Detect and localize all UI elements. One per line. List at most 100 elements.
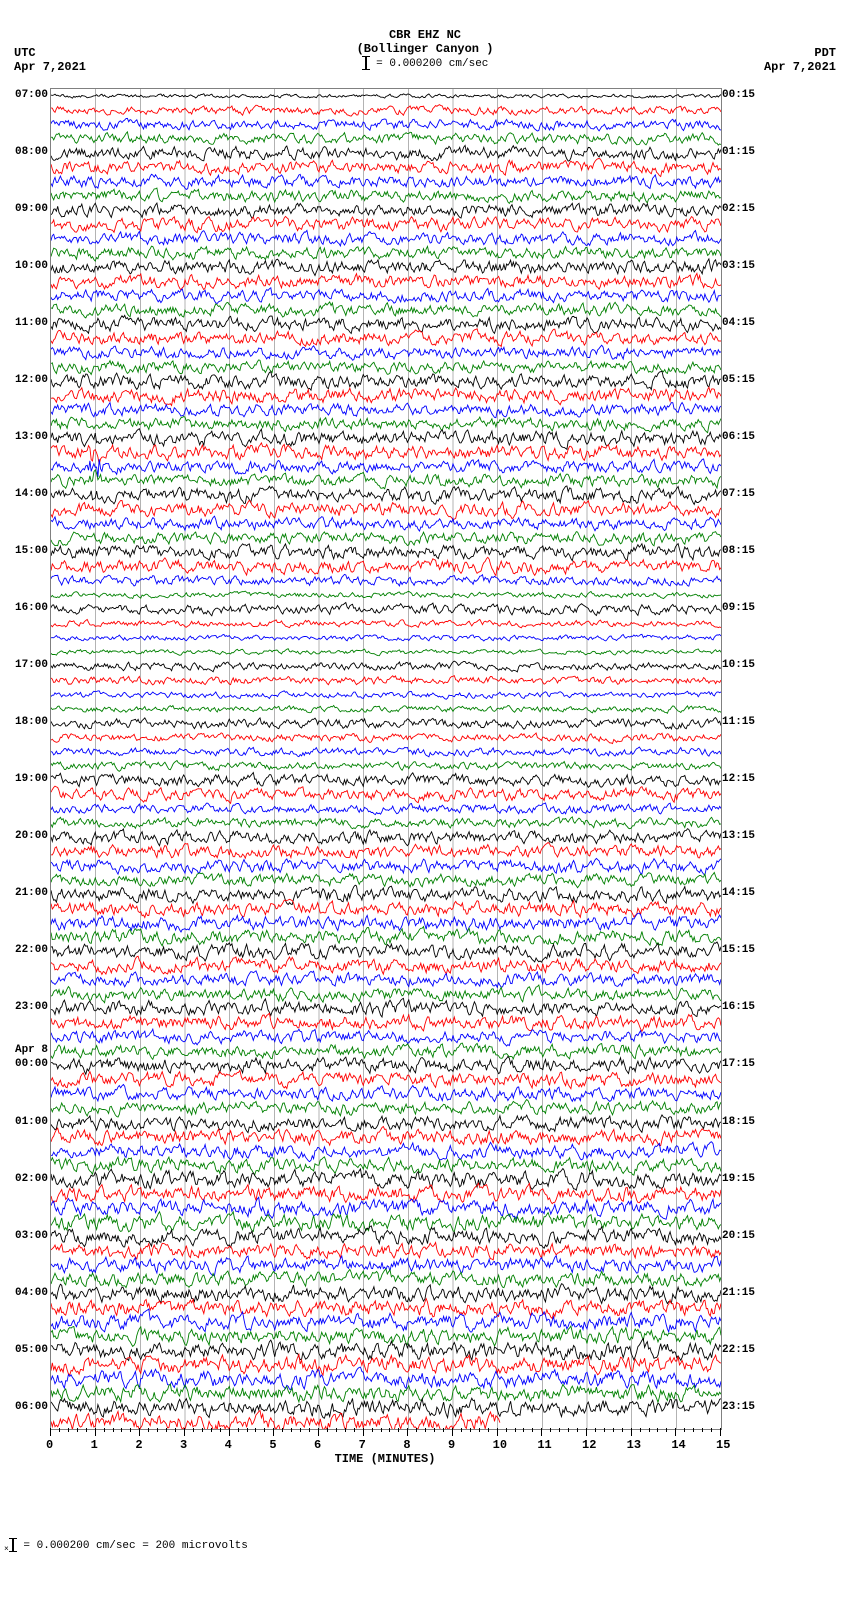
x-minor-tick <box>300 1428 301 1432</box>
x-tick-label: 1 <box>91 1438 98 1452</box>
seismic-trace <box>51 1284 721 1304</box>
seismic-trace <box>51 443 721 465</box>
seismic-trace <box>51 706 721 714</box>
x-minor-tick <box>175 1428 176 1432</box>
right-time-label: 18:15 <box>722 1116 755 1128</box>
left-time-label: 15:00 <box>15 545 48 557</box>
seismic-trace <box>51 817 721 829</box>
seismic-trace <box>51 105 721 116</box>
seismic-trace <box>51 544 721 561</box>
seismic-trace <box>51 216 721 232</box>
x-minor-tick <box>220 1428 221 1432</box>
seismic-trace <box>51 1212 721 1232</box>
seismic-trace <box>51 913 721 932</box>
x-minor-tick <box>104 1428 105 1432</box>
x-minor-tick <box>372 1428 373 1432</box>
x-major-tick <box>184 1428 185 1436</box>
helicorder-svg <box>51 89 721 1429</box>
right-time-label: 11:15 <box>722 716 755 728</box>
x-minor-tick <box>327 1428 328 1432</box>
x-major-tick <box>50 1428 51 1436</box>
seismic-trace <box>51 132 721 145</box>
footnote-scale-bar-icon <box>12 1538 14 1552</box>
seismic-trace <box>51 985 721 1003</box>
footnote-text-a: = 0.000200 cm/sec = <box>17 1540 149 1552</box>
x-minor-tick <box>622 1428 623 1432</box>
x-minor-tick <box>166 1428 167 1432</box>
left-time-label: 01:00 <box>15 1116 48 1128</box>
x-minor-tick <box>389 1428 390 1432</box>
x-major-tick <box>363 1428 364 1436</box>
right-time-label: 01:15 <box>722 146 755 158</box>
x-minor-tick <box>211 1428 212 1432</box>
seismic-trace <box>51 899 721 917</box>
seismic-trace <box>51 315 721 333</box>
x-tick-label: 15 <box>716 1438 730 1452</box>
seismic-trace <box>51 174 721 189</box>
x-minor-tick <box>532 1428 533 1432</box>
x-major-tick <box>95 1428 96 1436</box>
seismic-trace <box>51 259 721 276</box>
x-minor-tick <box>515 1428 516 1432</box>
right-time-label: 03:15 <box>722 260 755 272</box>
x-minor-tick <box>568 1428 569 1432</box>
x-minor-tick <box>434 1428 435 1432</box>
x-tick-label: 0 <box>46 1438 53 1452</box>
x-major-tick <box>229 1428 230 1436</box>
right-time-label: 15:15 <box>722 944 755 956</box>
footnote-text-b: 200 microvolts <box>149 1540 248 1552</box>
seismic-trace <box>51 329 721 347</box>
seismic-trace <box>51 1299 721 1319</box>
x-minor-tick <box>336 1428 337 1432</box>
right-time-label: 00:15 <box>722 89 755 101</box>
seismic-trace <box>51 718 721 730</box>
left-time-label: 22:00 <box>15 944 48 956</box>
seismic-trace <box>51 1256 721 1276</box>
seismic-trace <box>51 574 721 586</box>
seismic-trace <box>51 1309 721 1332</box>
x-minor-tick <box>711 1428 712 1432</box>
seismic-trace <box>51 786 721 803</box>
x-tick-label: 8 <box>403 1438 410 1452</box>
x-minor-tick <box>657 1428 658 1432</box>
seismic-trace <box>51 557 721 575</box>
left-time-label: 19:00 <box>15 773 48 785</box>
seismic-trace <box>51 500 721 519</box>
x-tick-label: 2 <box>135 1438 142 1452</box>
seismic-trace <box>51 1384 721 1402</box>
seismic-trace <box>51 230 721 246</box>
x-tick-label: 10 <box>493 1438 507 1452</box>
right-time-label: 17:15 <box>722 1058 755 1070</box>
seismic-trace <box>51 676 721 685</box>
x-minor-tick <box>470 1428 471 1432</box>
seismic-trace <box>51 1057 721 1075</box>
x-tick-label: 9 <box>448 1438 455 1452</box>
left-time-label: Apr 8 <box>15 1044 48 1056</box>
seismic-trace <box>51 1269 721 1288</box>
x-minor-tick <box>148 1428 149 1432</box>
x-tick-label: 7 <box>359 1438 366 1452</box>
x-minor-tick <box>425 1428 426 1432</box>
left-time-labels: 07:0008:0009:0010:0011:0012:0013:0014:00… <box>6 88 48 1428</box>
station-line: CBR EHZ NC <box>0 28 850 42</box>
x-minor-tick <box>59 1428 60 1432</box>
x-minor-tick <box>488 1428 489 1432</box>
scale-line: = 0.000200 cm/sec <box>0 56 850 71</box>
seismic-trace <box>51 956 721 974</box>
seismic-trace <box>51 927 721 946</box>
left-time-label: 10:00 <box>15 260 48 272</box>
seismic-trace <box>51 288 721 304</box>
x-minor-tick <box>479 1428 480 1432</box>
left-time-label: 06:00 <box>15 1401 48 1413</box>
right-time-label: 14:15 <box>722 887 755 899</box>
x-minor-tick <box>345 1428 346 1432</box>
left-time-label: 02:00 <box>15 1173 48 1185</box>
seismic-trace <box>51 661 721 672</box>
x-minor-tick <box>702 1428 703 1432</box>
x-minor-tick <box>523 1428 524 1432</box>
x-tick-label: 4 <box>225 1438 232 1452</box>
seismic-trace <box>51 417 721 433</box>
scale-bar-icon <box>365 56 367 70</box>
seismic-trace <box>51 803 721 815</box>
left-time-label: 23:00 <box>15 1001 48 1013</box>
